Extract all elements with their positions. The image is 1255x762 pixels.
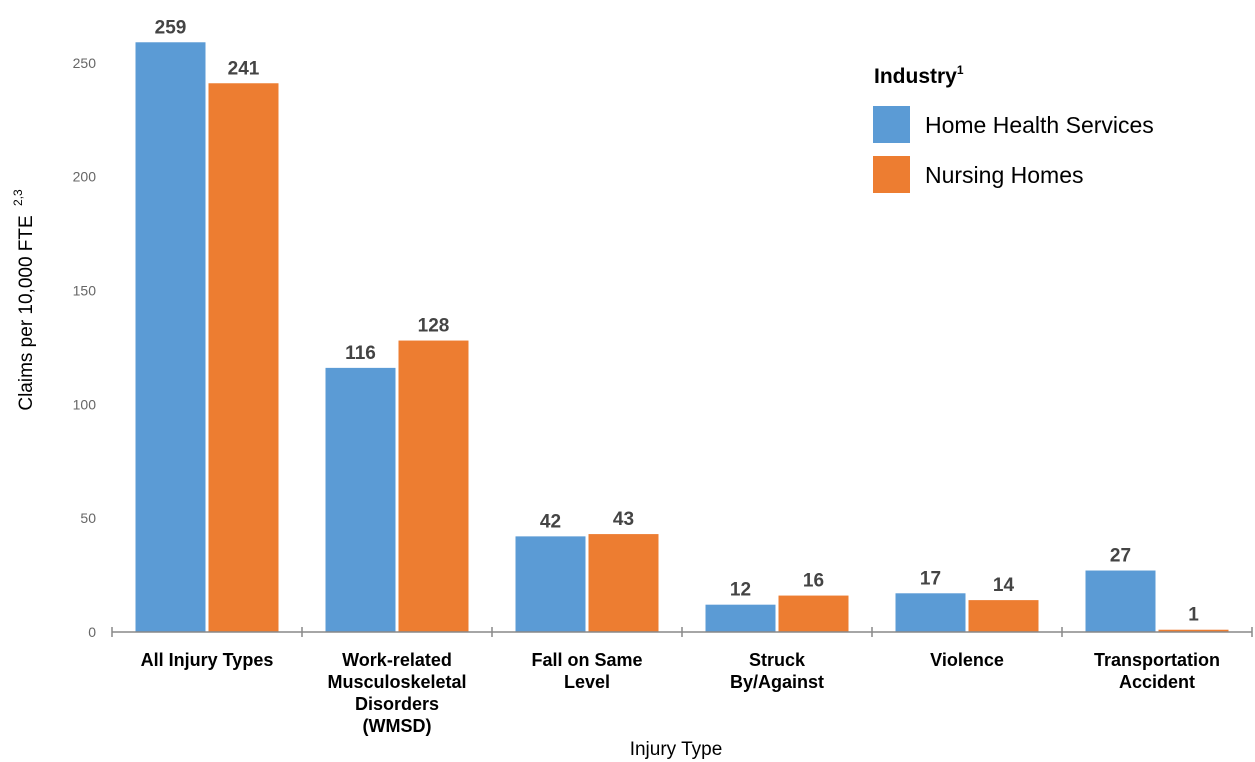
bar-home-health: [325, 367, 396, 632]
bar-nursing-homes: [208, 83, 279, 632]
data-label: 16: [803, 571, 824, 592]
y-tick-label: 200: [73, 169, 97, 185]
data-label: 128: [418, 316, 450, 337]
y-tick-label: 150: [73, 282, 97, 298]
x-axis-title: Injury Type: [630, 739, 723, 760]
legend: Industry1 Home Health Services Nursing Ho…: [873, 63, 1154, 193]
data-label: 17: [920, 568, 941, 589]
x-category-label: Work-related Musculoskeletal Disorders (WMS…: [327, 650, 466, 736]
bar-home-health: [515, 536, 586, 632]
legend-title: Industry1: [874, 63, 964, 88]
bar-home-health: [705, 604, 776, 632]
legend-items: Home Health Services Nursing Homes: [873, 106, 1154, 193]
data-labels: 259 241 116 128 42 43 12 16 17 14 27 1: [155, 17, 1200, 625]
legend-swatch: [873, 156, 910, 193]
bar-nursing-homes: [398, 340, 469, 632]
legend-swatch: [873, 106, 910, 143]
data-label: 1: [1188, 605, 1199, 626]
svg-text:Claims per 10,000 FTE 2,: Claims per 10,000 FTE 2,3: [11, 189, 37, 411]
bar-nursing-homes: [588, 534, 659, 632]
y-tick-label: 0: [88, 624, 96, 640]
data-label: 116: [345, 343, 376, 364]
y-axis-ticks: 0 50 100 150 200 250: [73, 55, 97, 640]
y-tick-label: 100: [73, 396, 97, 412]
bar-nursing-homes: [1158, 629, 1229, 632]
x-category-label: Fall on Same Level: [531, 650, 642, 692]
bar-home-health: [895, 593, 966, 632]
legend-title-text: Industry: [874, 65, 957, 88]
data-label: 241: [228, 58, 260, 79]
y-tick-label: 50: [80, 510, 96, 526]
bars: [135, 42, 1229, 633]
y-axis-title-superscript: 2,3: [11, 189, 25, 206]
legend-label: Home Health Services: [925, 112, 1154, 138]
y-axis-title: Claims per 10,000 FTE 2,3: [11, 189, 37, 411]
x-category-label: Violence: [930, 650, 1004, 670]
y-tick-label: 250: [73, 55, 97, 71]
bar-home-health: [135, 42, 206, 633]
data-label: 12: [730, 580, 751, 601]
data-label: 27: [1110, 546, 1131, 567]
y-axis-title-text: Claims per 10,000 FTE: [16, 215, 37, 410]
bar-nursing-homes: [778, 595, 849, 632]
x-category-label: All Injury Types: [141, 650, 274, 670]
legend-title-superscript: 1: [957, 63, 964, 77]
x-axis-ticks: [111, 627, 1253, 637]
data-label: 43: [613, 509, 634, 530]
bar-nursing-homes: [968, 600, 1039, 632]
legend-label: Nursing Homes: [925, 162, 1084, 188]
data-label: 42: [540, 511, 561, 532]
bar-home-health: [1085, 570, 1156, 632]
data-label: 14: [993, 575, 1015, 596]
data-label: 259: [155, 17, 187, 38]
x-category-label: Transportation Accident: [1094, 650, 1220, 692]
x-category-label: Struck By/Against: [730, 650, 824, 692]
x-axis-categories: All Injury Types Work-related Musculoskele…: [141, 650, 1220, 736]
